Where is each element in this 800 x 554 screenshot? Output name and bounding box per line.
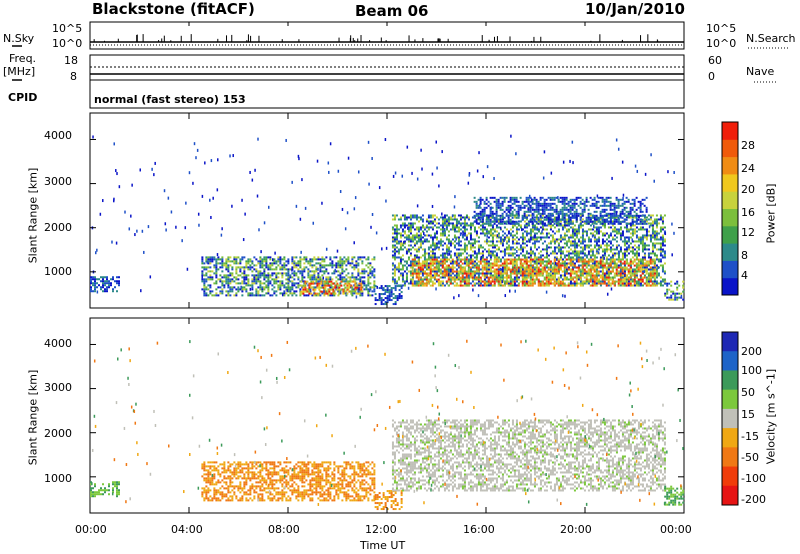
colorbar-1-swatch <box>722 122 738 140</box>
freq-label: Freq. <box>9 52 37 65</box>
cb1-tick-2: 12 <box>741 226 755 239</box>
panel-1-region-1 <box>201 256 376 297</box>
colorbar-1-swatch <box>722 225 738 244</box>
colorbar-1-swatch <box>722 260 738 279</box>
panel-2-region-0 <box>90 481 120 498</box>
colorbar-2-swatch <box>722 428 738 448</box>
cpid-strip-frame <box>89 79 685 109</box>
cb1-tick-4: 20 <box>741 183 755 196</box>
noise-right-top: 10^5 <box>706 22 737 35</box>
cpid-label: CPID <box>8 91 38 104</box>
station-title: Blackstone (fitACF) <box>92 0 255 18</box>
cb2-tick-1: 100 <box>741 364 762 377</box>
p1-ytick-2: 3000 <box>44 175 72 188</box>
cb1-tick-1: 8 <box>741 249 748 262</box>
xtick-0: 00:00 <box>75 523 107 536</box>
cb2-tick-5: -50 <box>741 451 759 464</box>
colorbar-2-swatch <box>722 351 738 371</box>
panel-2-region-3 <box>391 419 666 492</box>
xtick-4: 16:00 <box>463 523 495 536</box>
cb1-tick-6: 28 <box>741 139 755 152</box>
panel-1-region-0 <box>90 276 120 293</box>
noise-left-bottom: 10^0 <box>52 37 83 50</box>
freq-left-top: 18 <box>64 54 78 67</box>
colorbar-1-swatch <box>722 139 738 158</box>
xtick-5: 20:00 <box>560 523 592 536</box>
cb2-tick-3: 15 <box>741 408 755 421</box>
cb2-label: Velocity [m s^-1] <box>764 368 778 465</box>
panel-2-frame <box>89 317 685 514</box>
freq-left-bottom: 8 <box>70 70 77 83</box>
colorbar-2-swatch <box>722 389 738 410</box>
cb1-tick-0: 4 <box>741 269 748 282</box>
cb2-tick-0: 200 <box>741 345 762 358</box>
colorbar-1-swatch <box>722 243 738 261</box>
colorbar-1-swatch <box>722 277 738 296</box>
cb1-tick-5: 24 <box>741 162 755 175</box>
colorbar-1-swatch <box>722 208 738 227</box>
panel-1-region-6 <box>473 196 648 225</box>
panel-1-scatter <box>91 134 683 300</box>
xtick-2: 08:00 <box>268 523 300 536</box>
panel-1-region-7 <box>664 280 685 301</box>
panel-1-region-2 <box>300 280 363 295</box>
p2-ytick-2: 3000 <box>44 381 72 394</box>
panel-2-scatter <box>91 339 684 506</box>
xlabel: Time UT <box>360 539 406 552</box>
colorbar-2-swatch <box>722 466 738 487</box>
colorbar-2-swatch <box>722 408 738 429</box>
cb1-label: Power [dB] <box>764 183 778 244</box>
colorbar-2-swatch <box>722 485 738 506</box>
cpid-value: normal (fast stereo) 153 <box>94 93 246 106</box>
mhz-label: [MHz] <box>3 65 36 78</box>
nave-label: Nave <box>746 65 775 78</box>
p1-ytick-1: 2000 <box>44 221 72 234</box>
xtick-1: 04:00 <box>171 523 203 536</box>
panel-1-region-3 <box>374 285 403 306</box>
noise-left-top: 10^5 <box>52 22 83 35</box>
p1-ylabel: Slant Range [km] <box>26 167 40 264</box>
colorbar-2-frame <box>721 331 739 506</box>
cb2-tick-4: -15 <box>741 430 759 443</box>
colorbar-1-swatch <box>722 156 738 175</box>
date-title: 10/Jan/2010 <box>585 0 685 18</box>
p2-ytick-3: 4000 <box>44 337 72 350</box>
cb2-tick-6: -100 <box>741 472 766 485</box>
cb2-tick-2: 50 <box>741 386 755 399</box>
panel-2-region-1 <box>201 461 376 502</box>
colorbar-2-swatch <box>722 332 738 352</box>
p1-ytick-3: 4000 <box>44 129 72 142</box>
p2-ylabel: Slant Range [km] <box>26 369 40 466</box>
colorbar-1-swatch <box>722 191 738 209</box>
xtick-6: 00:00 <box>660 523 692 536</box>
p1-ytick-0: 1000 <box>44 265 72 278</box>
colorbar-2-swatch <box>722 370 738 391</box>
panel-2-region-2 <box>374 490 403 511</box>
cb1-tick-3: 16 <box>741 206 755 219</box>
p2-ytick-0: 1000 <box>44 472 72 485</box>
nsky-label: N.Sky <box>3 32 35 45</box>
beam-title: Beam 06 <box>355 2 429 20</box>
p2-ytick-1: 2000 <box>44 427 72 440</box>
cb2-tick-7: -200 <box>741 493 766 506</box>
nsearch-label: N.Search <box>746 32 796 45</box>
freq-right-bottom: 0 <box>708 70 715 83</box>
colorbar-1-swatch <box>722 173 738 192</box>
colorbar-2-swatch <box>722 447 738 468</box>
xtick-3: 12:00 <box>365 523 397 536</box>
noise-right-bottom: 10^0 <box>706 37 737 50</box>
freq-right-top: 60 <box>708 54 722 67</box>
panel-2-region-4 <box>664 485 685 506</box>
colorbar-1-frame <box>721 121 739 296</box>
